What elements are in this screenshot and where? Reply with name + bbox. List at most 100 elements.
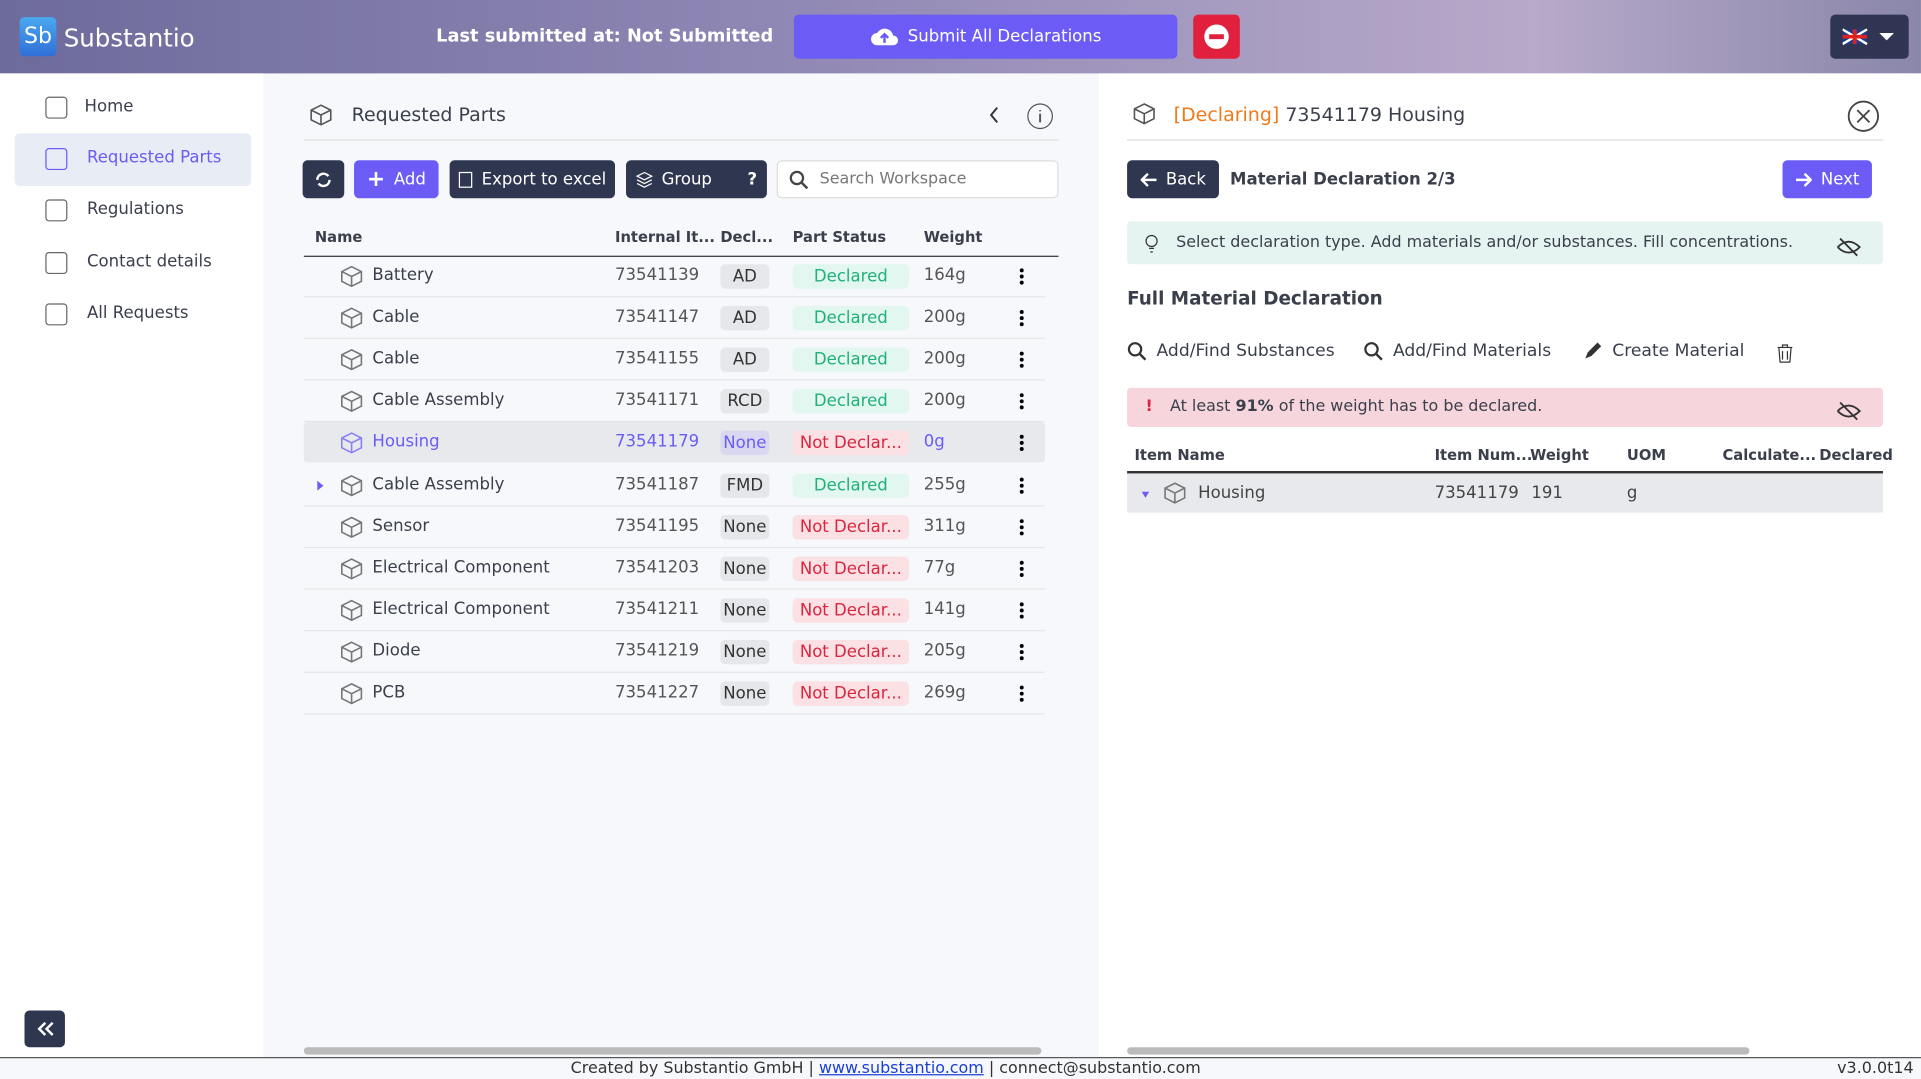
delete-icon[interactable] bbox=[1776, 344, 1793, 368]
row-menu[interactable] bbox=[1019, 685, 1024, 707]
declaration-title: [Declaring] 73541179 Housing bbox=[1174, 104, 1466, 126]
language-button[interactable] bbox=[1830, 14, 1909, 59]
weight: 200g bbox=[923, 348, 966, 369]
cube-icon bbox=[341, 557, 363, 584]
internal-id: 73541203 bbox=[615, 557, 700, 578]
part-name[interactable]: Battery bbox=[372, 265, 434, 286]
back-button[interactable]: Back bbox=[1127, 160, 1219, 199]
section-title: Full Material Declaration bbox=[1127, 287, 1383, 310]
part-status: Declared bbox=[792, 347, 910, 373]
part-name[interactable]: Cable bbox=[372, 307, 420, 327]
row-menu[interactable] bbox=[1019, 560, 1024, 582]
step-label: Material Declaration 2/3 bbox=[1230, 170, 1456, 190]
weight: 205g bbox=[923, 640, 966, 661]
row-menu[interactable] bbox=[1019, 393, 1024, 415]
next-button[interactable]: Next bbox=[1782, 160, 1872, 199]
nav-item[interactable]: Contact details bbox=[86, 251, 212, 272]
header-line bbox=[303, 255, 1059, 257]
row-line bbox=[303, 671, 1046, 673]
part-name[interactable]: Electrical Component bbox=[372, 599, 550, 619]
cube-icon bbox=[341, 432, 363, 459]
row-line bbox=[303, 629, 1046, 632]
add-button[interactable]: + Add bbox=[354, 160, 439, 199]
cube-icon bbox=[341, 641, 363, 668]
nav-icon bbox=[45, 96, 68, 119]
row-line bbox=[303, 296, 1046, 298]
cancel-button[interactable] bbox=[1193, 14, 1240, 59]
part-name[interactable]: Electrical Component bbox=[372, 557, 550, 578]
export-button[interactable]: Export to excel bbox=[449, 160, 616, 199]
declaration-type: None bbox=[720, 556, 770, 581]
column-header: Name bbox=[314, 228, 363, 246]
cube-icon bbox=[341, 474, 363, 501]
hide-icon[interactable] bbox=[1836, 398, 1862, 437]
part-name[interactable]: Cable Assembly bbox=[372, 390, 505, 411]
close-icon[interactable] bbox=[1847, 100, 1879, 137]
hint: Select declaration type. Add materials a… bbox=[1176, 233, 1794, 253]
nav-item[interactable]: Regulations bbox=[86, 199, 184, 220]
row-line bbox=[303, 546, 1046, 548]
nav-icon bbox=[45, 303, 68, 326]
submit-button[interactable]: Submit All Declarations bbox=[793, 14, 1178, 59]
item-cell: 191 bbox=[1531, 483, 1563, 503]
row-menu[interactable] bbox=[1019, 435, 1024, 457]
row-menu[interactable] bbox=[1019, 351, 1024, 373]
row-menu[interactable] bbox=[1019, 518, 1024, 540]
action-link[interactable]: Add/Find Substances bbox=[1127, 341, 1335, 361]
refresh-button[interactable] bbox=[302, 160, 345, 199]
logo: Sb bbox=[19, 17, 57, 57]
column-header: Item Num... bbox=[1434, 446, 1533, 464]
action-link[interactable]: Create Material bbox=[1583, 341, 1745, 361]
label: Next bbox=[1820, 169, 1860, 190]
weight: 200g bbox=[923, 390, 966, 411]
group-button[interactable]: Group? bbox=[626, 160, 767, 199]
footer-line bbox=[0, 1057, 1921, 1059]
weight: 141g bbox=[923, 599, 966, 619]
search-input[interactable]: Search Workspace bbox=[776, 160, 1059, 199]
label: Add bbox=[393, 169, 426, 190]
panel-title: Requested Parts bbox=[351, 103, 506, 127]
row-menu[interactable] bbox=[1019, 268, 1024, 290]
hide-icon[interactable] bbox=[1836, 231, 1862, 274]
row-menu[interactable] bbox=[1019, 602, 1024, 624]
part-status: Declared bbox=[792, 389, 910, 414]
value: Not Submitted bbox=[626, 26, 774, 47]
collapse-button[interactable] bbox=[24, 1010, 65, 1048]
label: Add/Find Materials bbox=[1392, 341, 1552, 361]
part-name[interactable]: PCB bbox=[372, 682, 406, 703]
help: ? bbox=[747, 169, 758, 190]
row-menu[interactable] bbox=[1019, 477, 1024, 499]
cube-icon bbox=[341, 265, 363, 292]
row-highlight bbox=[1127, 473, 1883, 513]
label: Create Material bbox=[1612, 341, 1745, 361]
nav-item[interactable]: All Requests bbox=[86, 303, 189, 323]
row-menu[interactable] bbox=[1019, 310, 1024, 332]
part-name[interactable]: Cable Assembly bbox=[372, 474, 505, 494]
weight: 269g bbox=[923, 682, 966, 703]
cube-icon bbox=[341, 516, 363, 543]
part-name[interactable]: Sensor bbox=[372, 515, 430, 536]
row-menu[interactable] bbox=[1019, 643, 1024, 665]
nav-item[interactable]: Requested Parts bbox=[86, 148, 222, 168]
scrollbar[interactable] bbox=[1127, 1047, 1750, 1055]
internal-id: 73541195 bbox=[615, 515, 700, 536]
row-line bbox=[303, 337, 1046, 339]
cube-icon bbox=[341, 349, 363, 376]
part-name[interactable]: Housing bbox=[372, 432, 440, 452]
declaration-type: AD bbox=[720, 347, 770, 373]
internal-id: 73541219 bbox=[615, 640, 700, 661]
part-status: Not Declar... bbox=[792, 556, 910, 581]
warning-suffix: of the weight has to be declared. bbox=[1278, 397, 1543, 416]
part-name[interactable]: Diode bbox=[372, 640, 421, 661]
scrollbar[interactable] bbox=[303, 1047, 1042, 1055]
part-name[interactable]: Cable bbox=[372, 348, 420, 369]
website[interactable]: www.substantio.com bbox=[818, 1059, 984, 1078]
declaration-type: None bbox=[720, 431, 770, 456]
nav-item[interactable]: Home bbox=[84, 96, 134, 117]
action-link[interactable]: Add/Find Materials bbox=[1364, 341, 1552, 361]
label: Add/Find Substances bbox=[1156, 341, 1335, 361]
declaration-type: None bbox=[720, 639, 770, 665]
internal-id: 73541171 bbox=[615, 390, 700, 411]
part-status: Declared bbox=[792, 472, 910, 498]
